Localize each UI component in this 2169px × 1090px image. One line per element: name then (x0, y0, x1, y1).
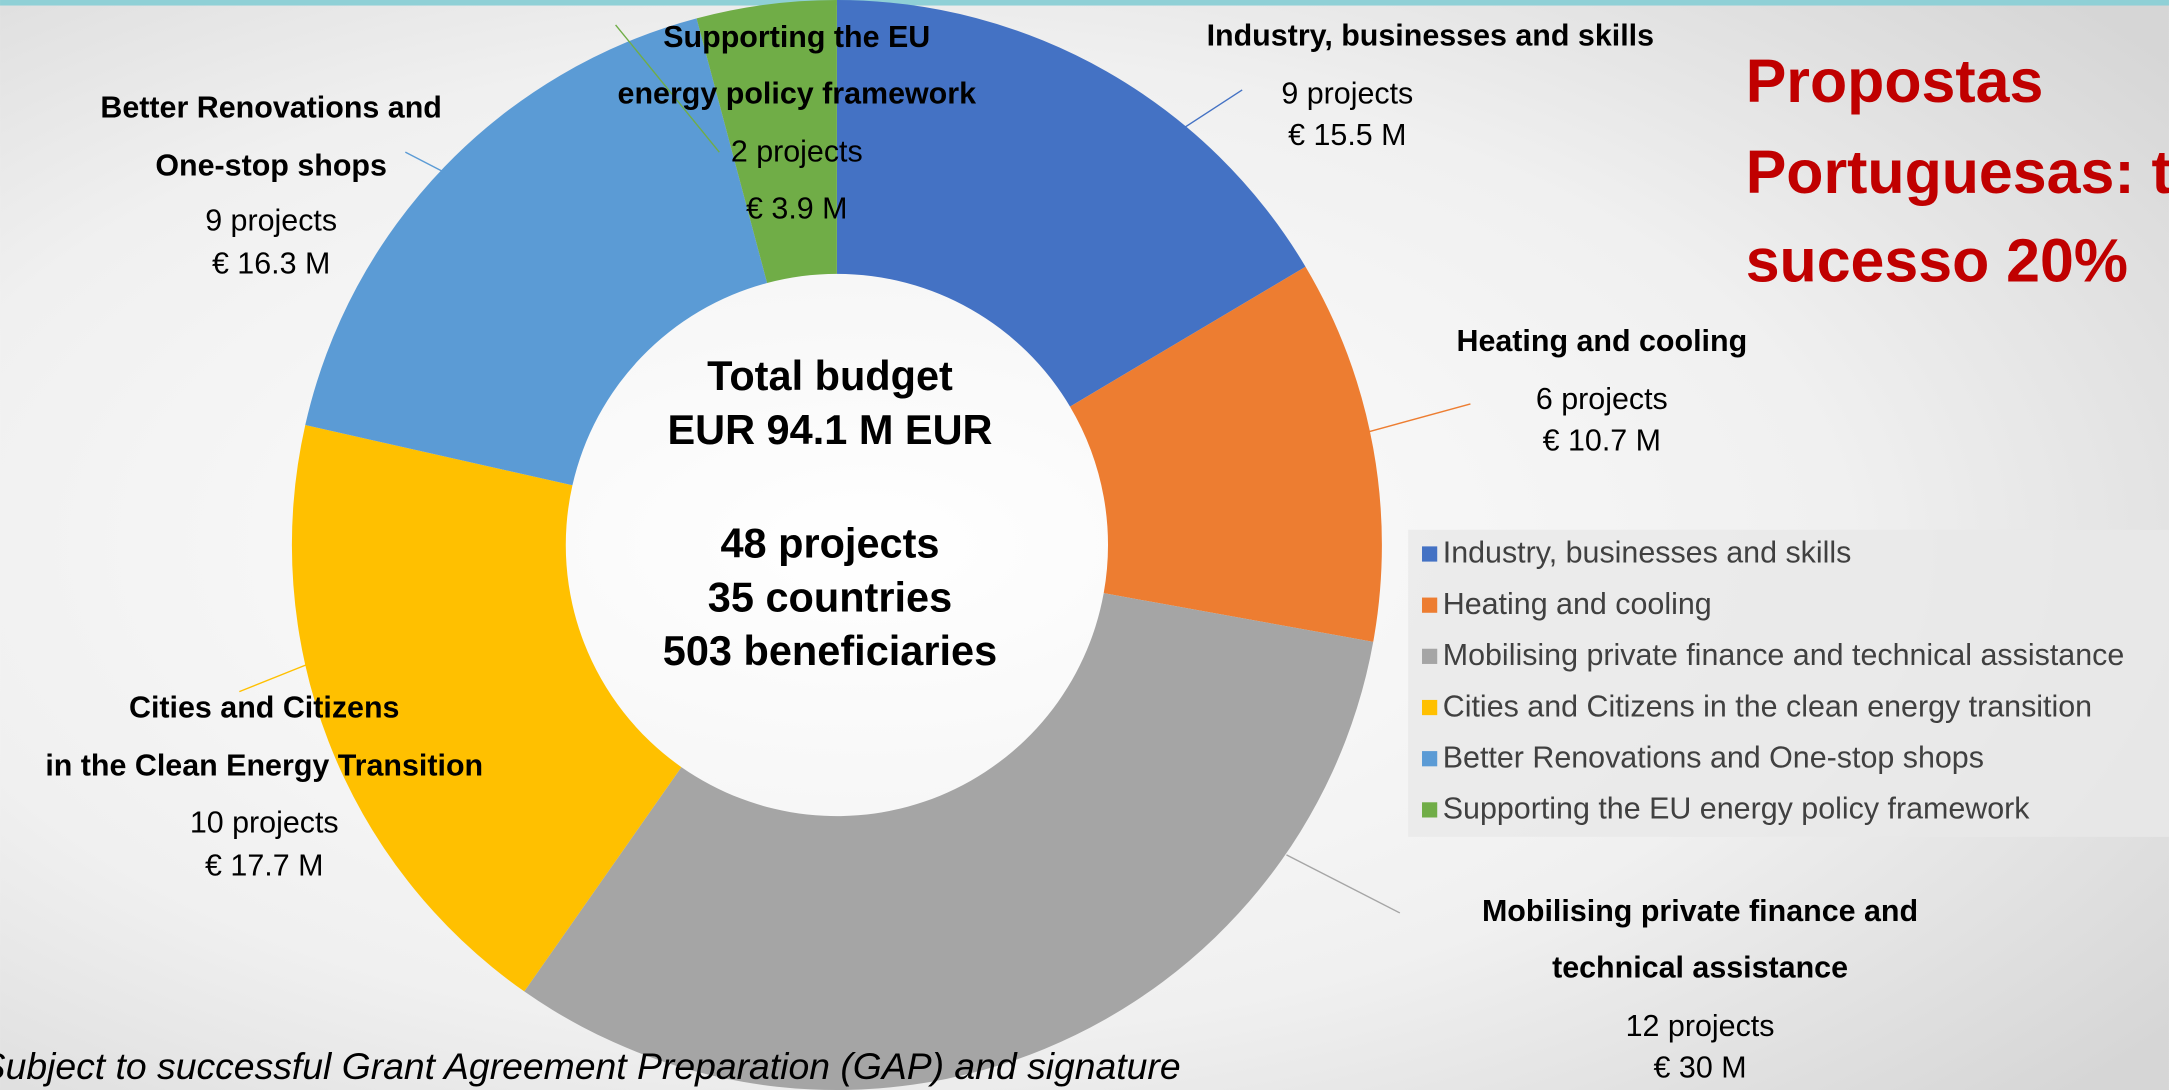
legend-box (1408, 529, 2169, 837)
slice-label: technical assistance (1552, 951, 1848, 985)
leader-line (405, 151, 446, 174)
slice-label: Mobilising private finance and (1482, 894, 1918, 928)
slice-label: in the Clean Energy Transition (45, 749, 483, 783)
slice-labels: Industry, businesses and skills 9 project… (45, 18, 1918, 1084)
value-label: € 15.5 M (1288, 118, 1406, 152)
project-label: 9 projects (205, 204, 337, 238)
center-text: 503 beneficiaries (663, 627, 997, 674)
value-label: € 17.7 M (205, 848, 323, 882)
legend-swatch (1422, 751, 1438, 767)
leader-line (1369, 403, 1471, 433)
legend: Industry, businesses and skills Heating a… (1422, 536, 2124, 826)
project-label: 2 projects (731, 135, 863, 169)
slice (291, 424, 682, 992)
project-label: 6 projects (1536, 382, 1668, 416)
value-label: € 30 M (1654, 1050, 1747, 1084)
slice (836, 0, 1306, 407)
slice (696, 0, 837, 284)
slice-label: Supporting the EU (663, 20, 930, 54)
center-text: EUR 94.1 M EUR (667, 406, 992, 453)
legend-swatch (1422, 597, 1438, 613)
value-label: € 16.3 M (212, 247, 330, 281)
legend-label: Cities and Citizens in the clean energy … (1443, 689, 2092, 723)
leader-line (615, 24, 720, 153)
leader-line (239, 649, 344, 693)
title: Propostas (1746, 47, 2044, 115)
slice (1070, 266, 1382, 642)
slice-label: One-stop shops (155, 148, 387, 182)
leader-line (1286, 854, 1401, 914)
slice-label: Better Renovations and (100, 90, 441, 124)
top-stripe (0, 0, 2169, 6)
legend-label: Industry, businesses and skills (1443, 536, 1852, 570)
value-label: € 3.9 M (746, 191, 847, 225)
legend-swatch (1422, 802, 1438, 818)
project-label: 10 projects (190, 805, 339, 839)
legend-label: Supporting the EU energy policy framewor… (1443, 792, 2031, 826)
legend-label: Heating and cooling (1443, 587, 1712, 621)
slice-label: Industry, businesses and skills (1207, 18, 1654, 52)
center-text: 35 countries (708, 573, 952, 620)
slice-label: Heating and cooling (1456, 324, 1747, 358)
legend-label: Better Renovations and One-stop shops (1443, 740, 1984, 774)
value-label: € 10.7 M (1543, 424, 1661, 458)
donut (291, 0, 1382, 1090)
project-label: 9 projects (1281, 76, 1413, 110)
center-text: 48 projects (720, 519, 939, 566)
slice (524, 593, 1374, 1090)
legend-label: Mobilising private finance and technical… (1443, 638, 2125, 672)
slice-label: energy policy framework (618, 76, 977, 110)
slice (305, 18, 768, 486)
title: Portuguesas: t (1746, 138, 2169, 206)
project-label: 12 projects (1626, 1009, 1775, 1043)
legend-swatch (1422, 546, 1438, 562)
legend-swatch (1422, 648, 1438, 664)
slice-label: Cities and Citizens (129, 691, 399, 725)
leader-line (1182, 89, 1243, 130)
title: sucesso 20% (1746, 227, 2128, 295)
center-text: Total budget (707, 352, 953, 399)
legend-swatch (1422, 699, 1438, 716)
footnote: Subject to successful Grant Agreement Pr… (0, 1045, 1181, 1087)
